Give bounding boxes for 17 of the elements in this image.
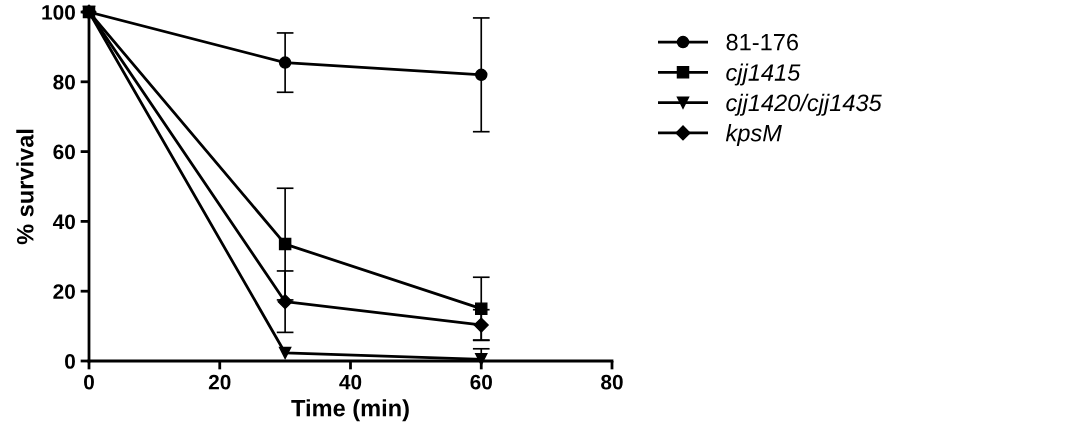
y-tick-label: 60 <box>53 144 75 160</box>
legend-label: 81-176 <box>726 33 798 51</box>
x-axis-title: Time (min) <box>291 399 409 422</box>
y-tick-label: 100 <box>42 5 75 20</box>
legend-label: cjj1415 <box>726 63 801 86</box>
legend-label: cjj1420/cjj1435 <box>726 93 882 116</box>
y-tick-label: 0 <box>65 354 75 369</box>
y-tick-label: 20 <box>53 284 75 299</box>
x-tick-label: 0 <box>84 374 94 390</box>
x-tick-label: 60 <box>470 374 492 390</box>
y-tick-label: 80 <box>53 74 75 90</box>
y-axis-title: % survival <box>16 129 34 245</box>
y-tick-label: 40 <box>52 214 75 230</box>
x-tick-label: 20 <box>208 374 231 390</box>
x-tick-label: 80 <box>601 374 623 390</box>
legend-label: kpsM <box>725 124 782 147</box>
x-tick-label: 40 <box>339 374 362 390</box>
